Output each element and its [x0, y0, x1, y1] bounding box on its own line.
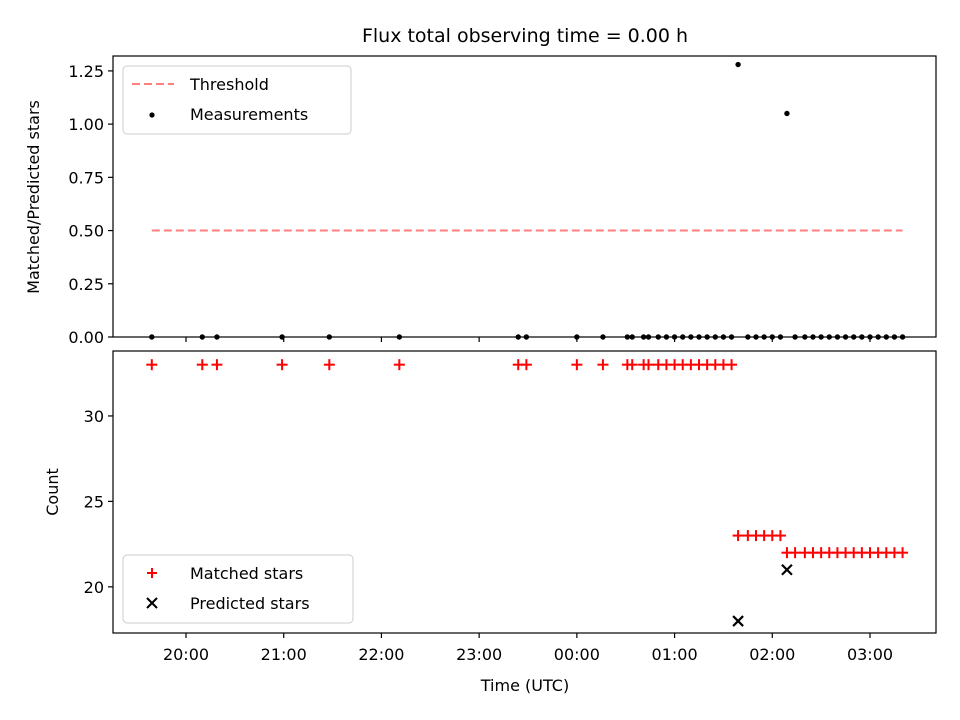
matched-star-point: [774, 530, 786, 542]
matched-star-point: [571, 359, 583, 371]
bottom-y-axis-label: Count: [43, 468, 62, 516]
measurement-point: [784, 110, 790, 117]
x-tick-label: 23:00: [456, 645, 502, 664]
top-y-tick-label: 0.50: [68, 222, 104, 241]
x-tick-label: 00:00: [554, 645, 600, 664]
x-axis-label: Time (UTC): [480, 676, 569, 695]
matched-star-point: [732, 530, 744, 542]
matched-star-point: [276, 359, 288, 371]
matched-star-point: [211, 359, 223, 371]
bottom-legend: Matched stars Predicted stars: [122, 554, 354, 624]
top-y-axis-label: Matched/Predicted stars: [24, 100, 43, 294]
predicted-star-point: [781, 563, 793, 576]
legend-threshold-label: Threshold: [189, 75, 269, 94]
legend-matched-swatch: [147, 568, 157, 578]
bottom-panel: 20 25 30 20:00 21:00 22:00 23:00 00:00 01:00 02:0…: [43, 350, 937, 695]
matched-star-point: [897, 547, 909, 559]
bottom-series: [146, 359, 909, 627]
bottom-plot-frame: [112, 350, 937, 634]
matched-star-point: [626, 359, 638, 371]
legend-matched-label: Matched stars: [190, 564, 303, 583]
top-y-tick-label: 0.00: [68, 328, 104, 347]
matched-star-point: [146, 359, 158, 371]
top-legend-box: [122, 65, 352, 135]
x-tick-label: 21:00: [261, 645, 307, 664]
top-legend: Threshold Measurements: [122, 65, 352, 135]
x-tick-label: 20:00: [163, 645, 209, 664]
matched-star-point: [597, 359, 609, 371]
bottom-y-tick-label: 30: [84, 407, 104, 426]
top-plot-frame: [112, 55, 937, 338]
predicted-star-point: [732, 615, 744, 627]
top-y-tick-label: 1.25: [68, 62, 104, 81]
bottom-y-tick-label: 20: [84, 578, 104, 597]
matched-star-point: [643, 359, 655, 371]
top-panel: Flux total observing time = 0.00 h 0.000…: [24, 25, 937, 347]
top-y-tick-label: 1.00: [68, 115, 104, 134]
top-y-tick-label: 0.75: [68, 168, 104, 187]
matched-star-point: [726, 359, 738, 371]
top-y-tick-label: 0.25: [68, 275, 104, 294]
chart-title: Flux total observing time = 0.00 h: [362, 25, 688, 47]
matched-star-point: [520, 359, 532, 371]
legend-predicted-label: Predicted stars: [190, 594, 310, 613]
x-tick-label: 22:00: [358, 645, 404, 664]
bottom-legend-box: [122, 554, 354, 624]
top-axis-ticks: 0.00 0.25 0.50 0.75 1.00 1.25: [68, 62, 871, 347]
matched-star-point: [196, 359, 208, 371]
x-tick-label: 02:00: [749, 645, 795, 664]
bottom-axis-ticks: 20 25 30 20:00 21:00 22:00 23:00 00:00 01:00 02:0…: [84, 407, 893, 664]
legend-predicted-swatch: [146, 597, 158, 609]
legend-measurements-label: Measurements: [190, 105, 308, 124]
x-tick-label: 01:00: [652, 645, 698, 664]
matched-star-point: [393, 359, 405, 371]
x-tick-label: 03:00: [847, 645, 893, 664]
matched-star-point: [789, 547, 801, 559]
matched-star-point: [323, 359, 335, 371]
measurement-point: [735, 61, 741, 68]
legend-measurements-swatch: [149, 112, 155, 118]
bottom-y-tick-label: 25: [84, 492, 104, 511]
